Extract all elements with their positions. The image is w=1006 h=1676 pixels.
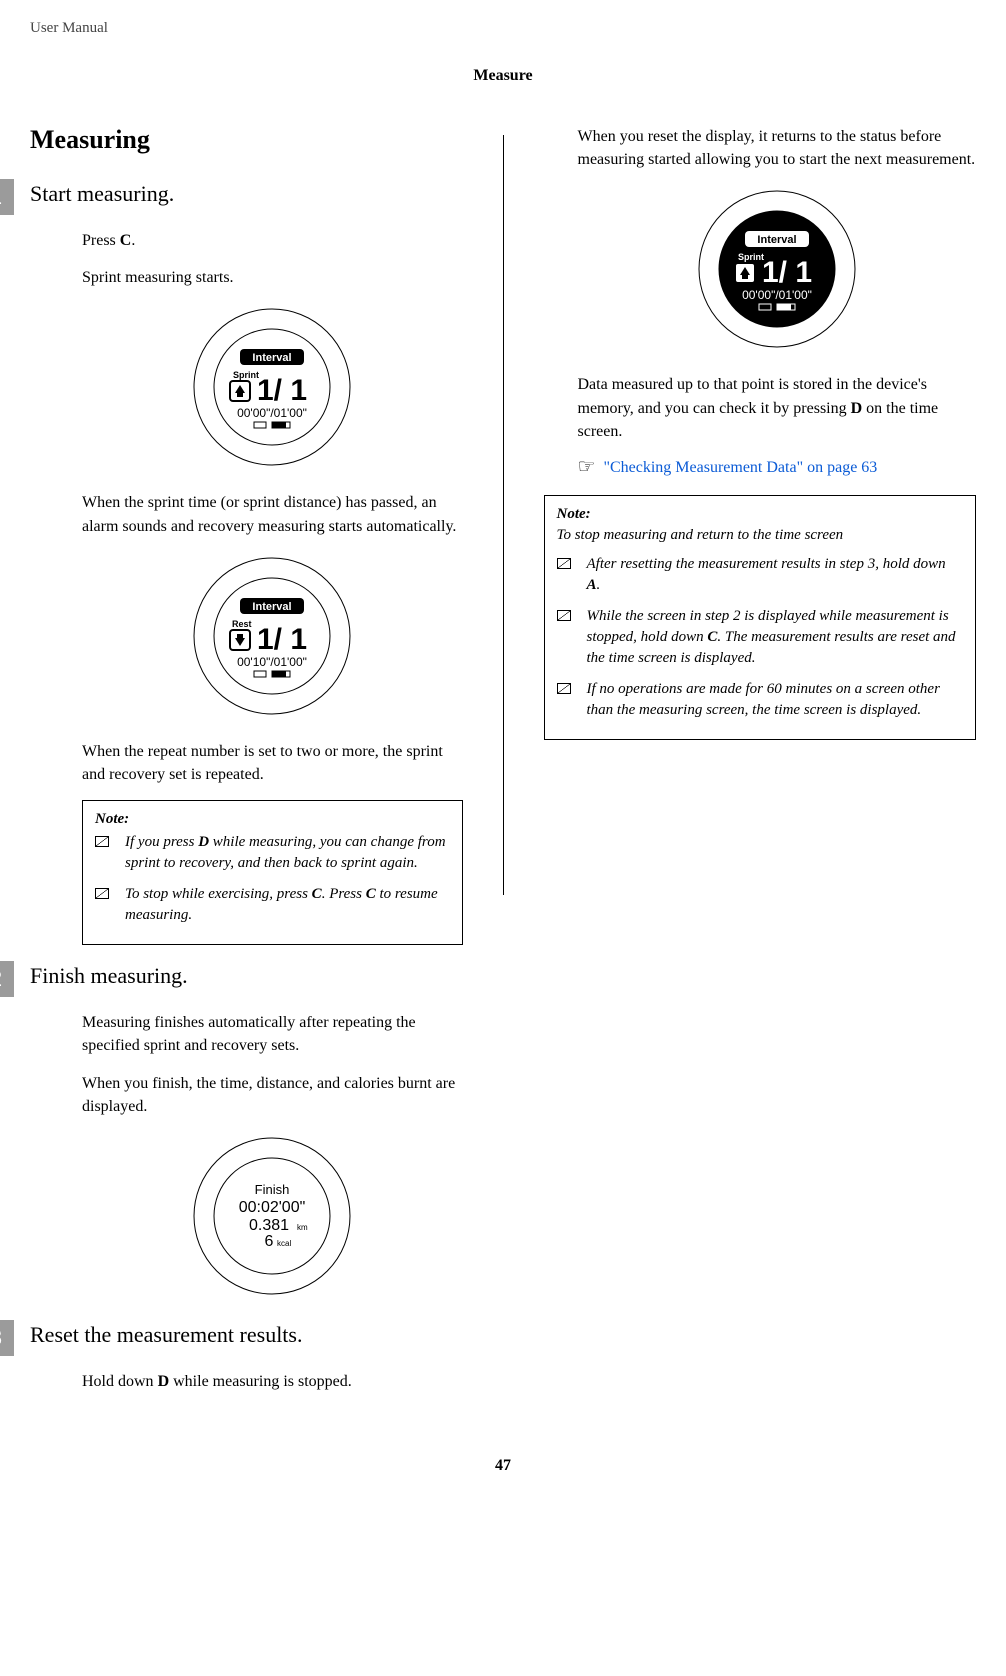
svg-text:00:02'00": 00:02'00" [239,1199,306,1216]
svg-text:1/ 1: 1/ 1 [257,623,307,656]
watch-sprint: Interval Sprint 1/ 1 00'00"/01'00" [82,307,463,467]
right-p2: Data measured up to that point is stored… [578,373,977,443]
watch-rest: Interval Rest 1/ 1 00'10"/01'00" [82,556,463,716]
svg-text:00'10"/01'00": 00'10"/01'00" [237,655,307,669]
svg-text:kcal: kcal [277,1239,291,1248]
link-text: "Checking Measurement Data" on page 63 [603,457,877,479]
svg-text:Finish: Finish [255,1182,290,1197]
page-number: 47 [30,1457,976,1475]
svg-text:00'00"/01'00": 00'00"/01'00" [237,406,307,420]
right-p1: When you reset the display, it returns t… [578,125,977,171]
bullet-icon [557,558,571,569]
step-2-title: Finish measuring. [30,961,188,989]
step-1-number: 1 [0,179,14,215]
step1-p1: Press C. [82,229,463,252]
bullet-icon [557,610,571,621]
note-item: After resetting the measurement results … [557,554,964,596]
left-column: Measuring 1 Start measuring. Press C. Sp… [30,125,463,1407]
step1-note: Note: If you press D while measuring, yo… [82,800,463,945]
svg-text:00'00"/01'00": 00'00"/01'00" [742,288,812,302]
note-title: Note: [95,811,450,828]
step2-p2: When you finish, the time, distance, and… [82,1072,463,1118]
header-label: User Manual [30,20,976,37]
note-item: While the screen in step 2 is displayed … [557,606,964,669]
step1-p4: When the repeat number is set to two or … [82,740,463,786]
step-3: 3 Reset the measurement results. [0,1320,463,1356]
step2-p1: Measuring finishes automatically after r… [82,1011,463,1057]
step-3-title: Reset the measurement results. [30,1320,302,1348]
svg-text:Sprint: Sprint [233,370,259,380]
note-title: Note: [557,506,964,523]
bullet-icon [95,836,109,847]
svg-text:Interval: Interval [757,234,796,246]
svg-text:Sprint: Sprint [738,252,764,262]
step-2-number: 2 [0,961,14,997]
watch-reset: Interval Sprint 1/ 1 00'00"/01'00" [578,189,977,349]
right-column: When you reset the display, it returns t… [544,125,977,1407]
step1-p2: Sprint measuring starts. [82,266,463,289]
cross-reference[interactable]: ☞ "Checking Measurement Data" on page 63 [578,457,977,479]
bullet-icon [557,683,571,694]
svg-text:1/ 1: 1/ 1 [257,374,307,407]
column-divider [503,135,504,895]
note-subtitle: To stop measuring and return to the time… [557,527,964,544]
svg-text:Interval: Interval [253,352,292,364]
svg-text:Interval: Interval [253,601,292,613]
right-note: Note: To stop measuring and return to th… [544,495,977,740]
svg-text:0.381: 0.381 [249,1217,289,1234]
step-2: 2 Finish measuring. [0,961,463,997]
step-1-title: Start measuring. [30,179,174,207]
note-item: If no operations are made for 60 minutes… [557,679,964,721]
watch-finish: Finish 00:02'00" 0.381 km 6 kcal [82,1136,463,1296]
step-1: 1 Start measuring. [0,179,463,215]
step3-p1: Hold down D while measuring is stopped. [82,1370,463,1393]
measuring-heading: Measuring [30,125,463,155]
pointer-icon: ☞ [578,457,596,477]
section-title: Measure [30,67,976,85]
note-item: If you press D while measuring, you can … [95,832,450,874]
bullet-icon [95,888,109,899]
svg-text:Rest: Rest [232,619,252,629]
svg-text:6: 6 [265,1233,274,1250]
note-item: To stop while exercising, press C. Press… [95,884,450,926]
svg-text:1/ 1: 1/ 1 [762,256,812,289]
step-3-number: 3 [0,1320,14,1356]
step1-p3: When the sprint time (or sprint distance… [82,491,463,537]
svg-text:km: km [297,1223,308,1232]
